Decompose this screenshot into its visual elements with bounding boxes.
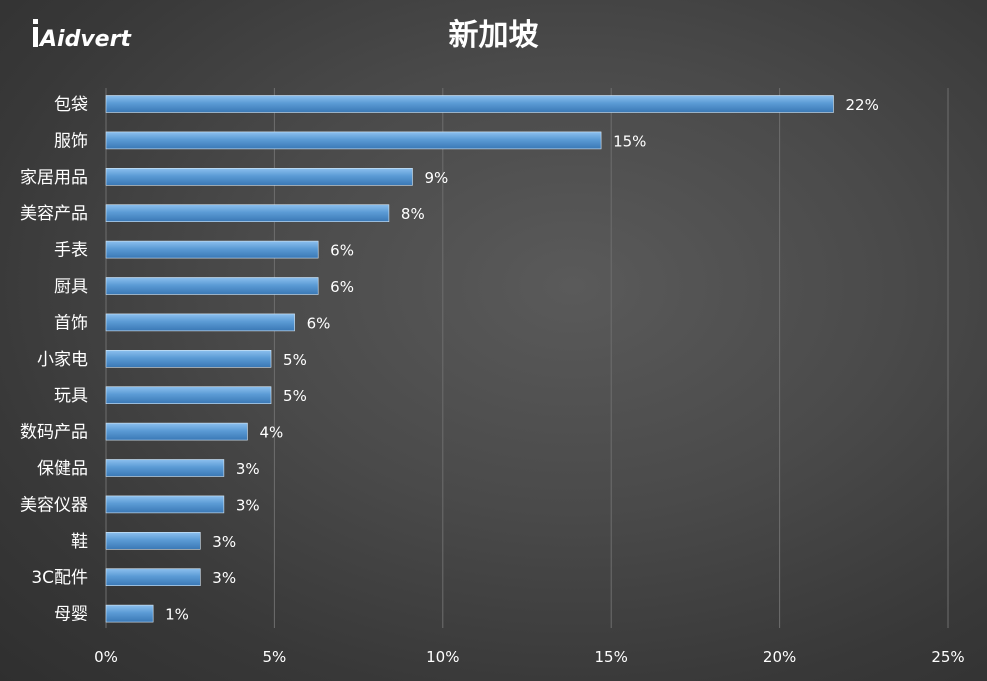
data-label: 3% [236,460,260,478]
data-label: 6% [307,314,331,332]
data-label: 1% [165,606,189,624]
bar [105,168,413,186]
category-label: 母婴 [54,605,88,625]
bar [105,277,319,295]
x-tick-label: 10% [426,648,459,666]
x-tick-label: 15% [595,648,628,666]
bar [105,240,319,259]
data-label: 5% [283,387,307,405]
x-tick-label: 5% [263,648,287,666]
x-tick-label: 25% [931,648,964,666]
category-label: 家居用品 [20,168,88,188]
data-label: 15% [613,132,646,150]
data-label: 3% [236,496,260,514]
x-tick-label: 20% [763,648,796,666]
data-label: 3% [212,533,236,551]
bar [105,495,225,514]
category-label: 厨具 [54,277,88,297]
category-label: 保健品 [37,459,88,479]
data-label: 4% [259,424,283,442]
data-label: 3% [212,569,236,587]
category-label: 小家电 [37,350,88,370]
category-label: 3C配件 [31,568,88,588]
x-tick-label: 0% [94,648,118,666]
category-label: 首饰 [54,313,88,333]
bar [105,386,272,405]
logo-i-stem [33,27,38,47]
category-label: 玩具 [54,386,88,406]
data-label: 9% [424,169,448,187]
data-label: 22% [845,96,878,114]
bar [105,131,602,150]
category-label: 包袋 [54,95,88,115]
bar [105,604,154,623]
brand-logo: iAidvert Aidvert [32,17,132,52]
logo-wordmark: Aidvert [38,27,132,51]
data-label: 6% [330,242,354,260]
category-label: 数码产品 [20,423,88,443]
logo-i-dot [33,19,38,24]
bar [105,204,390,222]
data-label: 8% [401,205,425,223]
bar [105,349,272,368]
category-label: 美容仪器 [20,495,88,515]
bar [105,422,248,441]
category-label: 服饰 [54,131,88,151]
value-labels: 22% 15% 9% 8% 6% 6% 6% 5% 5% 4% 3% 3% 3% 3% 1% [165,96,879,624]
bar [105,313,295,332]
category-label: 鞋 [71,532,88,552]
category-label: 手表 [54,241,88,261]
bar [105,459,225,477]
bar [105,568,201,587]
category-label: 美容产品 [20,204,88,224]
bar [105,95,834,113]
chart-title: 新加坡 [448,18,539,53]
data-label: 5% [283,351,307,369]
bar [105,531,201,550]
data-label: 6% [330,278,354,296]
x-axis-tick-labels: 0% 5% 10% 15% 20% 25% [94,648,965,666]
bars [105,95,834,623]
grid-lines [105,88,949,628]
